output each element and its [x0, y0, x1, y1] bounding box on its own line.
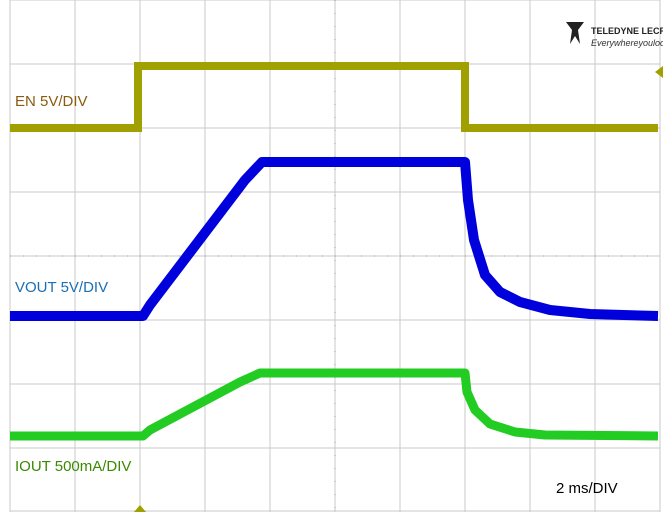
time-marker [134, 505, 146, 512]
logo-icon [566, 22, 584, 44]
en-trace [10, 62, 658, 132]
timebase-label: 2 ms/DIV [556, 480, 618, 497]
channel-label: IOUT 500mA/DIV [15, 458, 131, 475]
vout-trace [10, 157, 659, 321]
channel-label: EN 5V/DIV [15, 93, 88, 110]
iout-trace [10, 368, 659, 441]
channel-label: VOUT 5V/DIV [15, 279, 108, 296]
logo-brand: TELEDYNE LECROY [591, 26, 663, 36]
trigger-marker [655, 66, 663, 78]
logo-tagline: Everywhereyoulook [591, 38, 663, 48]
